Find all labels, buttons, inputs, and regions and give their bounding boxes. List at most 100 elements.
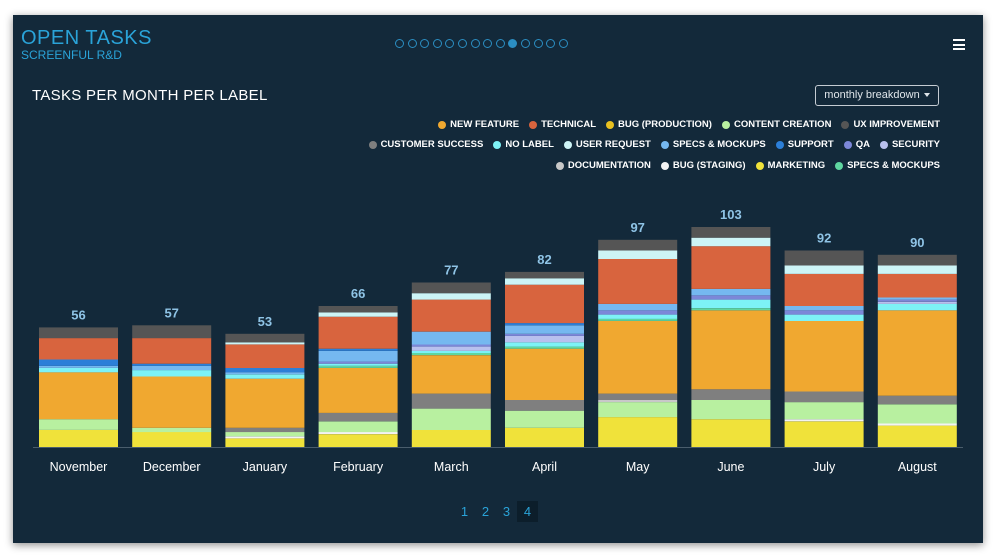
legend-item[interactable]: CUSTOMER SUCCESS (368, 139, 483, 150)
bar-segment[interactable] (691, 299, 771, 309)
bar-segment[interactable] (318, 348, 398, 351)
bar-segment[interactable] (598, 239, 678, 251)
legend-item[interactable]: TECHNICAL (529, 119, 596, 130)
slide-dot[interactable] (420, 39, 430, 48)
page-2-link[interactable]: 2 (481, 504, 490, 519)
bar-segment[interactable] (132, 376, 212, 428)
legend-item[interactable]: DOCUMENTATION (555, 160, 651, 171)
bar-segment[interactable] (598, 303, 678, 311)
bar-segment[interactable] (877, 303, 957, 311)
bar-segment[interactable] (691, 310, 771, 390)
bar-segment[interactable] (132, 338, 212, 364)
bar-segment[interactable] (691, 389, 771, 400)
bar-segment[interactable] (411, 282, 491, 294)
bar-segment[interactable] (784, 402, 864, 420)
legend-item[interactable]: QA (843, 139, 870, 150)
bar-segment[interactable] (784, 321, 864, 392)
bar-segment[interactable] (411, 429, 491, 447)
slide-dot[interactable] (495, 39, 505, 48)
bar-segment[interactable] (598, 400, 678, 403)
bar-segment[interactable] (318, 412, 398, 422)
bar-segment[interactable] (318, 365, 398, 368)
bar-segment[interactable] (505, 333, 584, 336)
bar-segment[interactable] (598, 259, 678, 304)
legend-item[interactable]: NEW FEATURE (438, 119, 519, 130)
legend-item[interactable]: SPECS & MOCKUPS (835, 160, 940, 171)
bar-segment[interactable] (877, 299, 957, 302)
bar-segment[interactable] (318, 434, 398, 447)
slide-dot[interactable] (432, 39, 442, 48)
bar-segment[interactable] (784, 306, 864, 311)
bar-segment[interactable] (691, 419, 771, 447)
bar-segment[interactable] (225, 378, 305, 428)
bar-segment[interactable] (411, 346, 491, 351)
bar-segment[interactable] (411, 408, 491, 430)
bar-segment[interactable] (877, 297, 957, 300)
bar-segment[interactable] (877, 404, 957, 424)
bar-segment[interactable] (598, 250, 678, 260)
bar-segment[interactable] (505, 342, 584, 347)
bar-segment[interactable] (411, 331, 491, 345)
bar-segment[interactable] (318, 306, 398, 313)
bar-segment[interactable] (877, 395, 957, 405)
bar-segment[interactable] (505, 348, 584, 400)
bar-segment[interactable] (691, 246, 771, 289)
bar-segment[interactable] (784, 250, 864, 266)
legend-item[interactable]: BUG (PRODUCTION) (606, 119, 712, 130)
bar-segment[interactable] (411, 393, 491, 409)
bar-segment[interactable] (411, 353, 491, 356)
legend-item[interactable]: MARKETING (755, 160, 825, 171)
bar-segment[interactable] (225, 427, 305, 433)
bar-segment[interactable] (784, 421, 864, 447)
bar-segment[interactable] (691, 400, 771, 420)
bar-segment[interactable] (39, 338, 118, 360)
bar-segment[interactable] (132, 370, 212, 377)
page-3-link[interactable]: 3 (502, 504, 511, 519)
bar-segment[interactable] (505, 325, 584, 334)
bar-segment[interactable] (691, 295, 771, 300)
bar-segment[interactable] (877, 265, 957, 274)
bar-segment[interactable] (877, 254, 957, 266)
page-4-link[interactable]: 4 (517, 501, 538, 522)
legend-item[interactable]: SPECS & MOCKUPS (660, 139, 766, 150)
bar-segment[interactable] (318, 368, 398, 413)
bar-segment[interactable] (598, 393, 678, 400)
bar-segment[interactable] (318, 350, 398, 362)
bar-segment[interactable] (411, 299, 491, 332)
bar-segment[interactable] (225, 438, 305, 448)
bar-segment[interactable] (39, 429, 118, 447)
legend-item[interactable]: BUG (STAGING) (660, 160, 746, 171)
bar-segment[interactable] (39, 419, 118, 430)
bar-segment[interactable] (132, 325, 212, 339)
bar-segment[interactable] (39, 368, 118, 373)
bar-segment[interactable] (318, 432, 398, 435)
bar-segment[interactable] (132, 427, 212, 433)
slide-dot[interactable] (445, 39, 455, 48)
bar-segment[interactable] (784, 314, 864, 321)
monthly-breakdown-dropdown[interactable]: monthly breakdown (815, 85, 939, 106)
bar-segment[interactable] (225, 368, 305, 373)
slide-dot[interactable] (395, 39, 404, 48)
bar-segment[interactable] (598, 321, 678, 394)
bar-segment[interactable] (225, 432, 305, 437)
bar-segment[interactable] (877, 425, 957, 447)
bar-segment[interactable] (411, 350, 491, 353)
page-1-link[interactable]: 1 (460, 504, 469, 519)
bar-segment[interactable] (318, 361, 398, 364)
slide-dot[interactable] (520, 39, 530, 48)
bar-segment[interactable] (505, 346, 584, 349)
bar-segment[interactable] (225, 344, 305, 369)
legend-item[interactable]: UX IMPROVEMENT (841, 119, 940, 130)
slide-dot[interactable] (407, 39, 417, 48)
bar-segment[interactable] (784, 265, 864, 274)
slide-dot[interactable] (483, 39, 493, 48)
bar-segment[interactable] (505, 278, 584, 285)
bar-segment[interactable] (691, 308, 771, 311)
slide-dot[interactable] (508, 39, 518, 48)
bar-segment[interactable] (411, 355, 491, 394)
bar-segment[interactable] (318, 312, 398, 317)
bar-segment[interactable] (877, 310, 957, 396)
bar-segment[interactable] (225, 342, 305, 345)
bar-segment[interactable] (411, 293, 491, 300)
bar-segment[interactable] (225, 374, 305, 379)
